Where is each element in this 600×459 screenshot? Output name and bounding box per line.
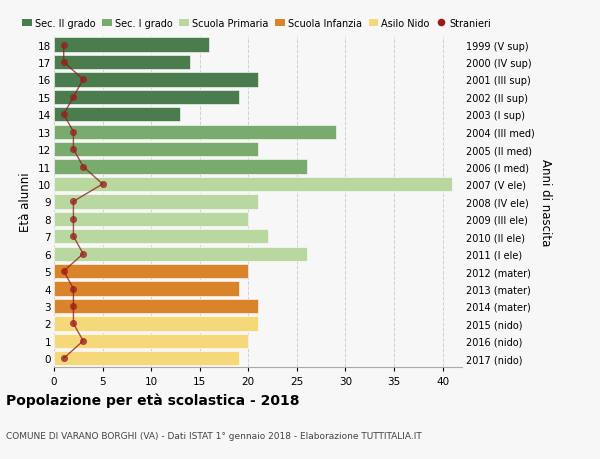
Legend: Sec. II grado, Sec. I grado, Scuola Primaria, Scuola Infanzia, Asilo Nido, Stran: Sec. II grado, Sec. I grado, Scuola Prim…	[22, 18, 491, 28]
Bar	[54, 230, 268, 244]
Bar	[54, 282, 239, 296]
Bar	[54, 247, 307, 261]
Bar	[54, 334, 248, 348]
Bar	[54, 160, 307, 174]
Bar	[54, 90, 239, 105]
Bar	[54, 317, 258, 331]
Y-axis label: Età alunni: Età alunni	[19, 172, 32, 232]
Bar	[54, 143, 258, 157]
Bar	[54, 212, 248, 226]
Bar	[54, 195, 258, 209]
Text: Popolazione per età scolastica - 2018: Popolazione per età scolastica - 2018	[6, 392, 299, 407]
Text: COMUNE DI VARANO BORGHI (VA) - Dati ISTAT 1° gennaio 2018 - Elaborazione TUTTITA: COMUNE DI VARANO BORGHI (VA) - Dati ISTA…	[6, 431, 422, 441]
Y-axis label: Anni di nascita: Anni di nascita	[539, 158, 551, 246]
Bar	[54, 108, 180, 122]
Bar	[54, 125, 336, 140]
Bar	[54, 38, 209, 52]
Bar	[54, 73, 258, 87]
Bar	[54, 178, 452, 192]
Bar	[54, 299, 258, 313]
Bar	[54, 352, 239, 366]
Bar	[54, 264, 248, 279]
Bar	[54, 56, 190, 70]
